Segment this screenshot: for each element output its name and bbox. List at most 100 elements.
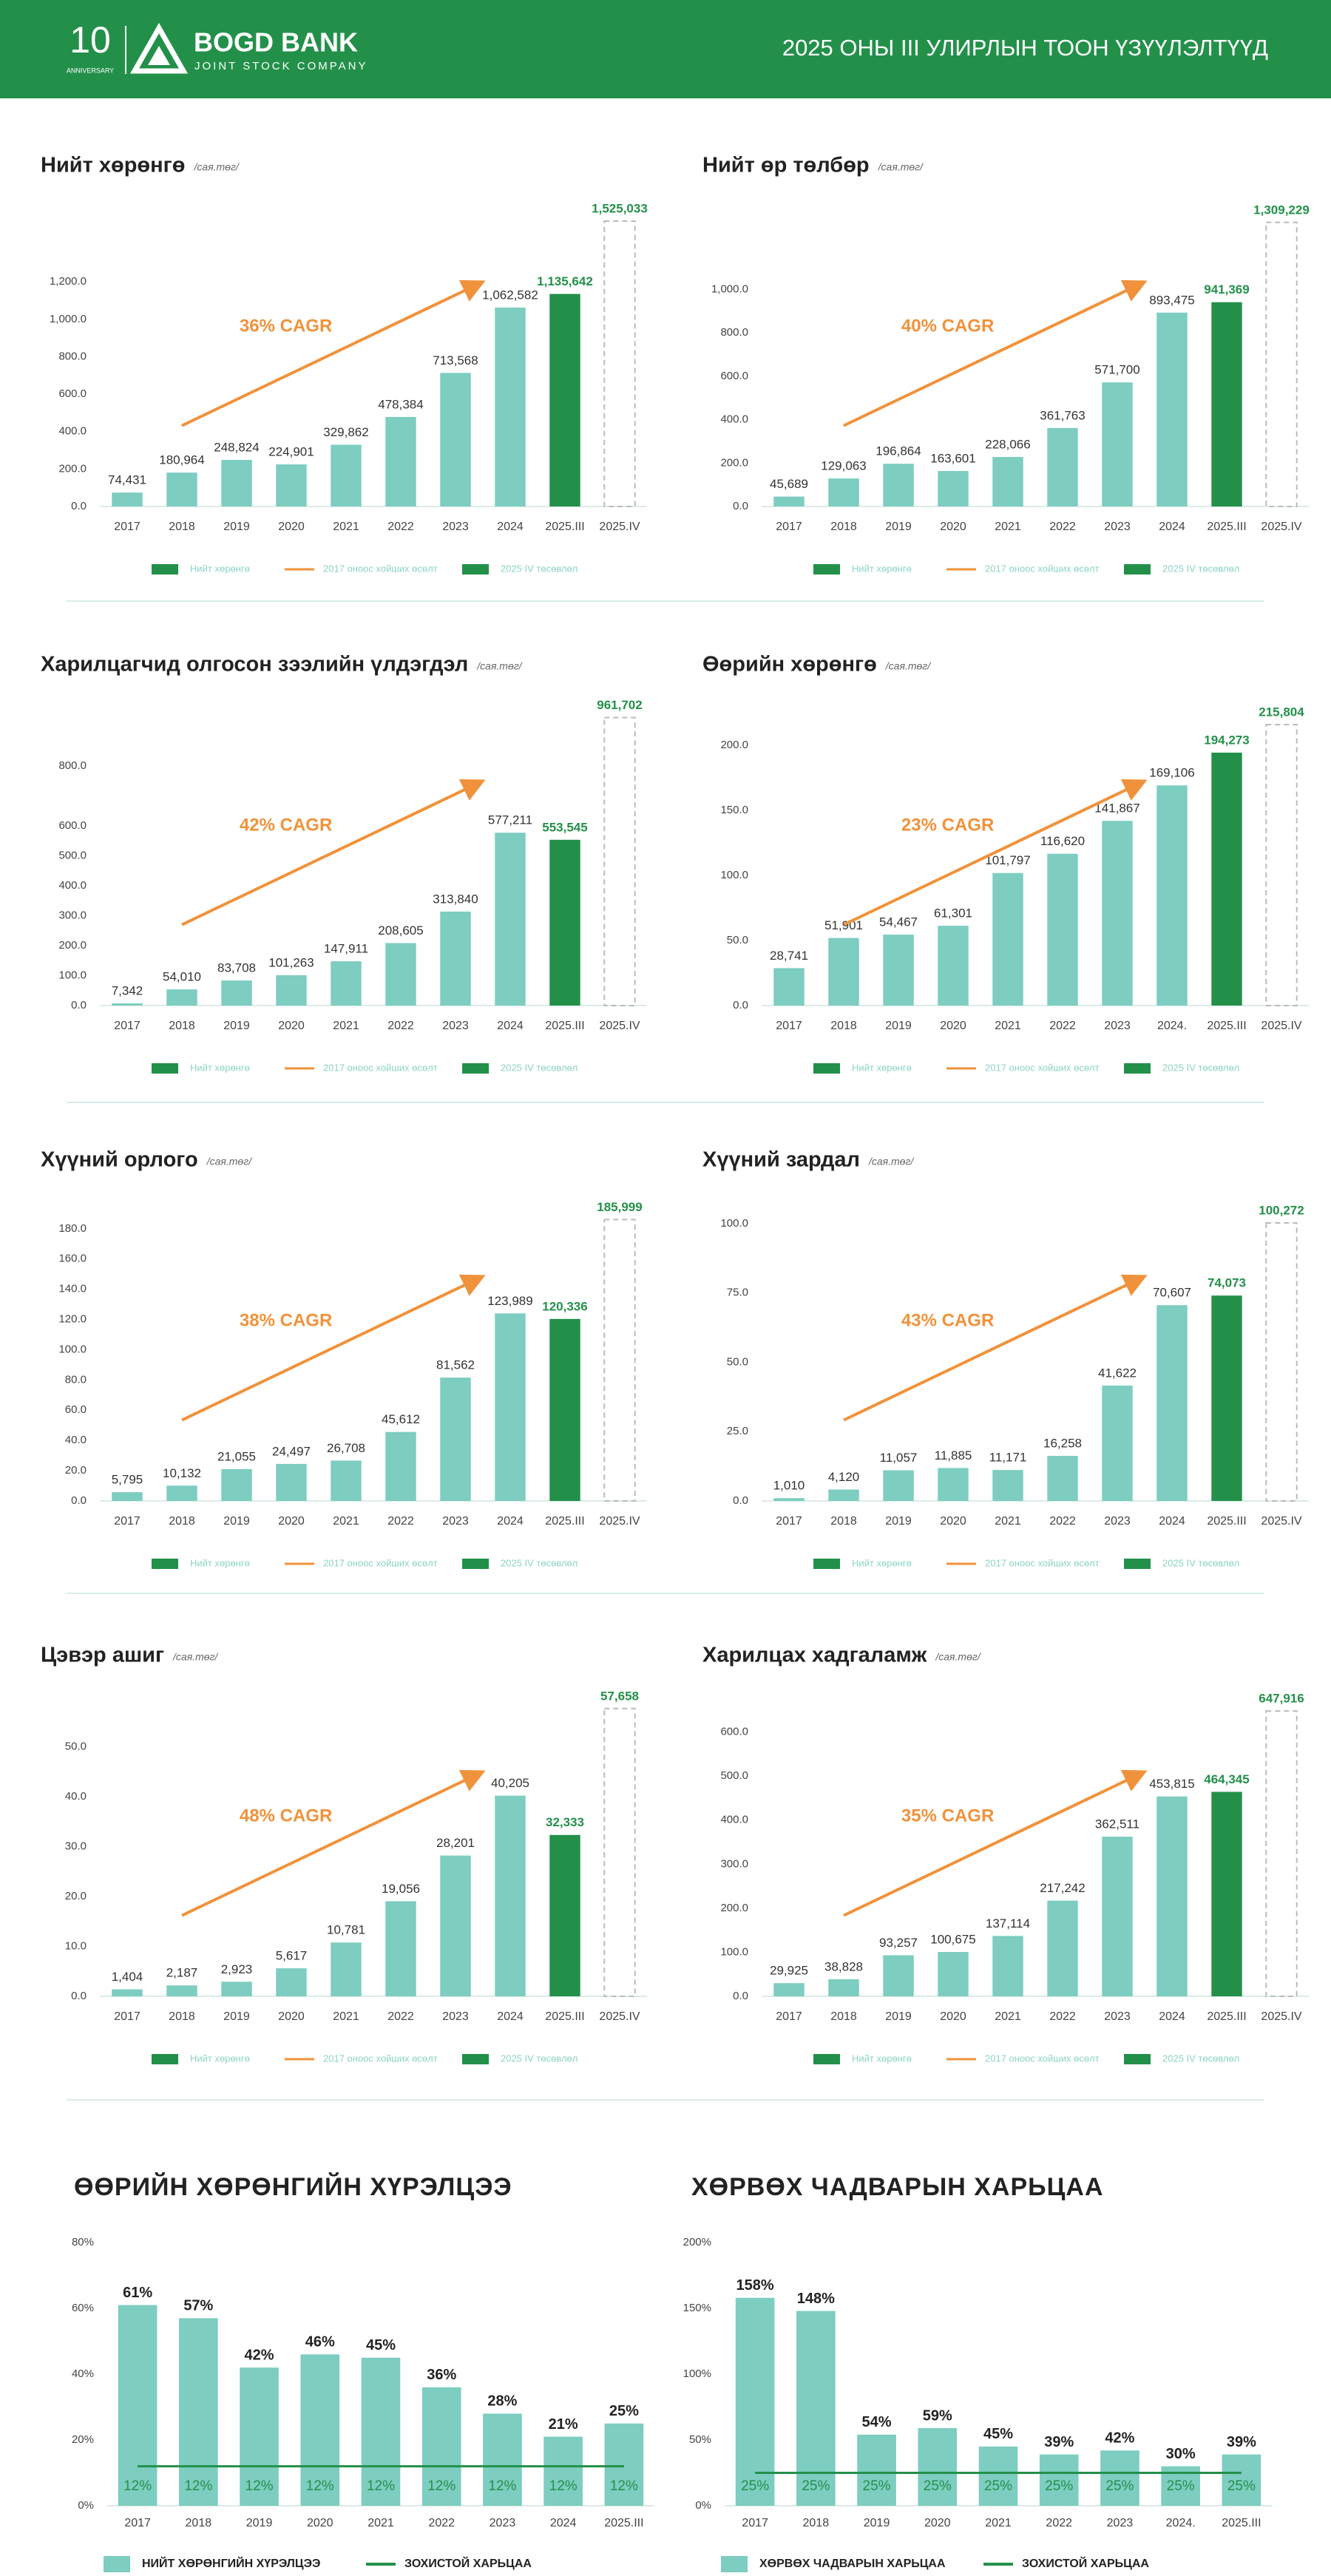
legend-label: 2017 оноос хойших өсөлт	[985, 563, 1100, 574]
y-tick-label: 40.0	[65, 1434, 87, 1446]
data-label: 21,055	[217, 1449, 256, 1463]
data-label: 45%	[983, 2426, 1013, 2442]
legend-label: Нийт хөрөнгө	[190, 1062, 250, 1073]
y-tick-label: 100.0	[720, 869, 748, 881]
data-label: 70,607	[1153, 1286, 1191, 1300]
y-tick-label: 150%	[683, 2302, 711, 2314]
line-label: 25%	[741, 2478, 769, 2494]
x-tick-label: 2017	[776, 2010, 802, 2023]
x-tick-label: 2025.III	[545, 2010, 584, 2023]
data-label: 45%	[366, 2337, 396, 2353]
data-label: 1,010	[773, 1479, 805, 1493]
bar	[221, 460, 252, 506]
data-label: 329,862	[323, 425, 368, 439]
bar	[773, 1983, 805, 1996]
bar	[543, 2436, 583, 2506]
chart-unit: /сая.төг/	[878, 161, 924, 173]
legend-swatch	[152, 564, 178, 574]
x-tick-label: 2020	[278, 521, 305, 533]
anniversary-number: 10	[70, 19, 111, 61]
chart-title: Хүүний орлого	[41, 1148, 198, 1172]
bar	[331, 1942, 362, 1996]
data-label: 4,120	[828, 1470, 860, 1484]
data-label: 208,605	[378, 923, 423, 938]
growth-arrow	[843, 779, 1148, 926]
legend-label: 2017 оноос хойших өсөлт	[985, 2053, 1100, 2064]
line-label: 25%	[1167, 2478, 1195, 2494]
x-tick-label: 2022	[1049, 521, 1076, 533]
data-label: 16,258	[1043, 1437, 1082, 1451]
legend-label: Нийт хөрөнгө	[190, 563, 250, 574]
x-tick-label: 2021	[333, 521, 359, 533]
data-label: 25%	[609, 2403, 639, 2419]
bar	[221, 1468, 252, 1501]
data-label: 1,062,582	[482, 288, 538, 302]
data-label: 29,925	[770, 1964, 808, 1978]
y-tick-label: 0.0	[733, 999, 748, 1011]
growth-arrow	[181, 279, 486, 427]
x-tick-label: 2018	[830, 2010, 857, 2023]
x-tick-label: 2023	[1104, 1020, 1131, 1032]
y-tick-label: 140.0	[58, 1283, 87, 1295]
data-label: 11,057	[880, 1451, 918, 1465]
x-tick-label: 2020	[278, 1515, 305, 1528]
data-label: 54%	[862, 2414, 892, 2430]
bar	[276, 464, 307, 506]
x-tick-label: 2017	[776, 521, 802, 533]
x-tick-label: 2025.III	[545, 1515, 584, 1528]
x-tick-label: 2018	[830, 521, 857, 533]
cagr-label: 23% CAGR	[901, 815, 994, 835]
bar	[857, 2434, 896, 2506]
y-tick-label: 0.0	[733, 500, 748, 512]
data-label: 1,525,033	[592, 201, 648, 215]
legend-swatch	[152, 2054, 178, 2064]
bar	[1102, 382, 1133, 506]
data-label: 361,763	[1040, 408, 1085, 422]
x-tick-label: 2018	[830, 1020, 857, 1032]
bar	[495, 833, 526, 1006]
data-label: 28,741	[770, 949, 808, 963]
legend-label: 2025 IV төсөвлөл	[501, 1062, 578, 1073]
report-title: 2025 ОНЫ III УЛИРЛЫН ТООН ҮЗҮҮЛЭЛТҮҮД	[782, 35, 1268, 61]
y-tick-label: 200.0	[58, 939, 87, 952]
legend-label: 2017 оноос хойших өсөлт	[323, 1062, 438, 1073]
bar	[112, 1989, 143, 1996]
data-label: 116,620	[1040, 834, 1085, 848]
y-tick-label: 60.0	[65, 1403, 87, 1416]
x-tick-label: 2018	[169, 2010, 195, 2023]
data-label: 39%	[1044, 2434, 1074, 2450]
y-tick-label: 600.0	[720, 1726, 748, 1738]
line-label: 12%	[306, 2478, 334, 2494]
chart-unit: /сая.төг/	[885, 660, 932, 672]
y-tick-label: 0.0	[71, 500, 87, 512]
x-tick-label: 2021	[985, 2517, 1012, 2529]
bar	[1156, 1796, 1188, 1996]
logo-triangle	[129, 22, 189, 74]
x-tick-label: 2021	[995, 1020, 1021, 1032]
data-label: 36%	[427, 2367, 456, 2383]
legend-swatch	[1124, 564, 1151, 574]
x-tick-label: 2021	[995, 1515, 1021, 1528]
bar	[992, 457, 1023, 506]
y-tick-label: 100.0	[720, 1217, 748, 1230]
data-label: 45,689	[770, 477, 808, 491]
x-tick-label: 2019	[223, 2010, 250, 2023]
data-label: 42%	[245, 2347, 274, 2363]
y-tick-label: 100%	[683, 2367, 711, 2380]
legend-swatch	[721, 2556, 748, 2572]
data-label: 11,885	[935, 1448, 972, 1462]
data-label: 61,301	[934, 906, 972, 921]
y-tick-label: 0.0	[71, 999, 87, 1011]
data-label: 54,010	[163, 970, 201, 984]
y-tick-label: 160.0	[58, 1253, 87, 1265]
bar	[421, 2387, 461, 2506]
y-tick-label: 50.0	[65, 1740, 87, 1752]
data-label: 28,201	[436, 1836, 475, 1850]
data-label: 941,369	[1204, 282, 1249, 296]
x-tick-label: 2025.IV	[1261, 1020, 1301, 1032]
bar	[495, 1313, 526, 1501]
legend-label: 2025 IV төсөвлөл	[1162, 2053, 1239, 2064]
data-label: 148%	[797, 2291, 835, 2307]
data-label: 42%	[1105, 2430, 1134, 2447]
